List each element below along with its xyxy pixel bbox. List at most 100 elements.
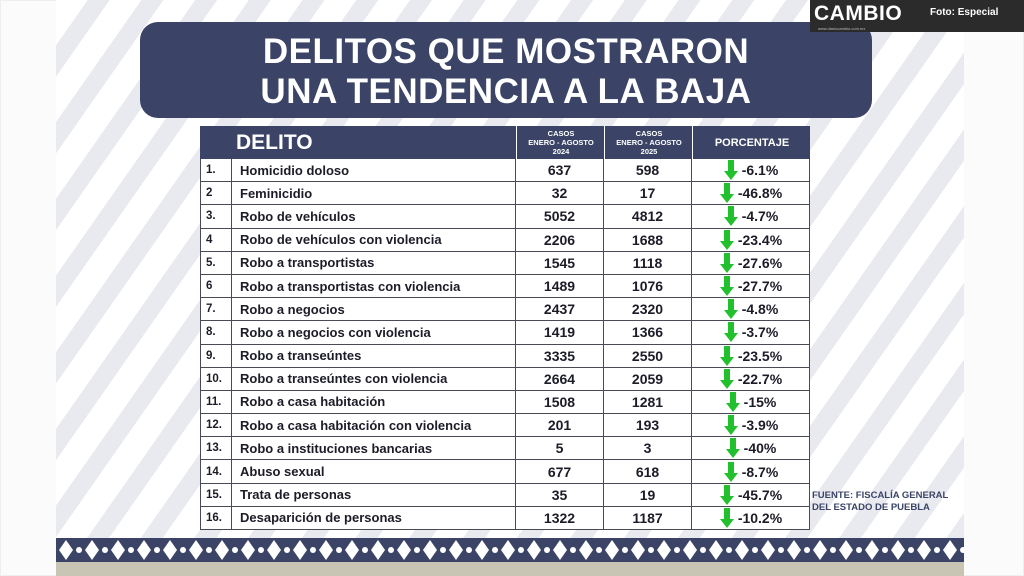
cases-2024: 201 (516, 414, 604, 437)
pattern-motif (657, 540, 680, 560)
row-number: 9. (200, 344, 232, 367)
percentage-cell: -23.4% (692, 229, 810, 251)
cases-2025: 3 (604, 437, 692, 460)
percentage-value: -22.7% (737, 370, 783, 387)
down-arrow-icon (723, 299, 738, 320)
row-number: 15. (200, 483, 232, 506)
crime-name: Robo a casa habitación (232, 390, 516, 414)
crime-name: Robo a instituciones bancarias (232, 437, 516, 460)
percentage-cell: -27.6% (692, 252, 810, 274)
table-row: 6 Robo a transportistas con violencia 1489… (200, 274, 810, 299)
row-number: 7. (200, 298, 232, 321)
table-row: 15. Trata de personas 35 19 -45.7% (200, 483, 810, 507)
down-arrow-icon (723, 461, 738, 482)
pattern-motif (891, 540, 914, 560)
down-arrow-icon (719, 252, 734, 273)
percentage-value: -46.8% (737, 185, 783, 202)
table-border-right (809, 159, 810, 530)
header-delito: DELITO (236, 130, 313, 154)
source-line-2: DEL ESTADO DE PUEBLA (812, 502, 930, 513)
crime-name: Robo de vehículos con violencia (232, 228, 516, 251)
cases-2024: 2437 (516, 298, 604, 321)
row-number: 6 (200, 274, 232, 298)
down-arrow-icon (723, 206, 738, 227)
table-row: 8. Robo a negocios con violencia 1419 1366 -… (200, 321, 810, 345)
cases-2025: 1187 (604, 506, 692, 529)
percentage-value: -15% (743, 393, 777, 410)
down-arrow-icon (719, 368, 734, 389)
page-margin-right (962, 0, 1024, 576)
crime-name: Robo a transeúntes (232, 344, 516, 367)
table-row: 14. Abuso sexual 677 618 -8.7% (200, 460, 810, 484)
row-number: 4 (200, 228, 232, 251)
cases-2024: 2664 (516, 367, 604, 390)
table-row: 1. Homicidio doloso 637 598 -6.1% (200, 159, 810, 183)
cases-2024: 1419 (516, 321, 604, 344)
cases-2025: 1366 (604, 321, 692, 344)
crime-name: Robo a transeúntes con violencia (232, 367, 516, 390)
cases-2024: 1508 (516, 390, 604, 414)
row-number: 3. (200, 205, 232, 228)
pattern-motif (423, 540, 446, 560)
row-number: 1. (200, 159, 232, 182)
header-2024-line-2: ENERO - AGOSTO (528, 138, 594, 147)
down-arrow-icon (725, 391, 740, 412)
pattern-motif (59, 540, 82, 560)
table-row: 4 Robo de vehículos con violencia 2206 1688… (200, 228, 810, 252)
pattern-motif (579, 540, 602, 560)
cases-2024: 1545 (516, 251, 604, 274)
header-2024-line-1: CASOS (547, 129, 575, 138)
cambio-logo-bar: CAMBIO www.diariocambio.com.mx Foto: Esp… (810, 0, 1024, 32)
table-row: 11. Robo a casa habitación 1508 1281 -15% (200, 390, 810, 415)
pattern-motif (787, 540, 810, 560)
row-number: 11. (200, 390, 232, 414)
row-number: 14. (200, 460, 232, 483)
table-header: DELITO CASOS ENERO - AGOSTO 2024 CASOS E… (200, 126, 810, 159)
percentage-cell: -3.7% (692, 321, 810, 343)
table-row: 12. Robo a casa habitación con violencia 2… (200, 414, 810, 438)
pattern-motif (371, 540, 394, 560)
pattern-motif (709, 540, 732, 560)
header-2025-line-3: 2025 (640, 147, 658, 156)
percentage-cell: -46.8% (692, 182, 810, 204)
header-porcentaje: PORCENTAJE (692, 126, 811, 159)
table-row: 3. Robo de vehículos 5052 4812 -4.7% (200, 205, 810, 229)
down-arrow-icon (723, 415, 738, 436)
cases-2024: 32 (516, 182, 604, 205)
percentage-cell: -10.2% (692, 507, 810, 529)
down-arrow-icon (719, 276, 734, 297)
cases-2024: 1322 (516, 506, 604, 529)
cases-2024: 637 (516, 159, 604, 182)
percentage-cell: -40% (692, 437, 810, 459)
crime-name: Robo a transportistas (232, 251, 516, 274)
header-2025-line-2: ENERO - AGOSTO (616, 138, 682, 147)
pattern-motif (553, 540, 576, 560)
table-row: 5. Robo a transportistas 1545 1118 -27.6% (200, 251, 810, 275)
percentage-value: -10.2% (737, 509, 783, 526)
table-row: 7. Robo a negocios 2437 2320 -4.8% (200, 298, 810, 322)
cases-2025: 2320 (604, 298, 692, 321)
infographic-poster: DELITOS QUE MOSTRARON UNA TENDENCIA A LA… (56, 0, 964, 576)
percentage-value: -4.8% (741, 301, 779, 318)
cases-2024: 2206 (516, 228, 604, 251)
pattern-motif (527, 540, 550, 560)
percentage-cell: -6.1% (692, 159, 810, 181)
table-row: 13. Robo a instituciones bancarias 5 3 -40% (200, 437, 810, 461)
cases-2025: 193 (604, 414, 692, 437)
pattern-motif (943, 540, 964, 560)
table-border-left (200, 159, 201, 530)
pattern-motif (683, 540, 706, 560)
cases-2024: 5052 (516, 205, 604, 228)
percentage-cell: -27.7% (692, 275, 810, 297)
pattern-motif (293, 540, 316, 560)
percentage-cell: -45.7% (692, 484, 810, 506)
crime-name: Trata de personas (232, 483, 516, 506)
percentage-value: -23.5% (737, 347, 783, 364)
crime-name: Robo de vehículos (232, 205, 516, 228)
pattern-motif (345, 540, 368, 560)
source-note: FUENTE: FISCALÍA GENERAL DEL ESTADO DE P… (812, 490, 964, 514)
percentage-value: -4.7% (741, 208, 779, 225)
crime-name: Feminicidio (232, 182, 516, 205)
cases-2025: 1281 (604, 390, 692, 414)
cambio-logo-url: www.diariocambio.com.mx (818, 26, 866, 31)
